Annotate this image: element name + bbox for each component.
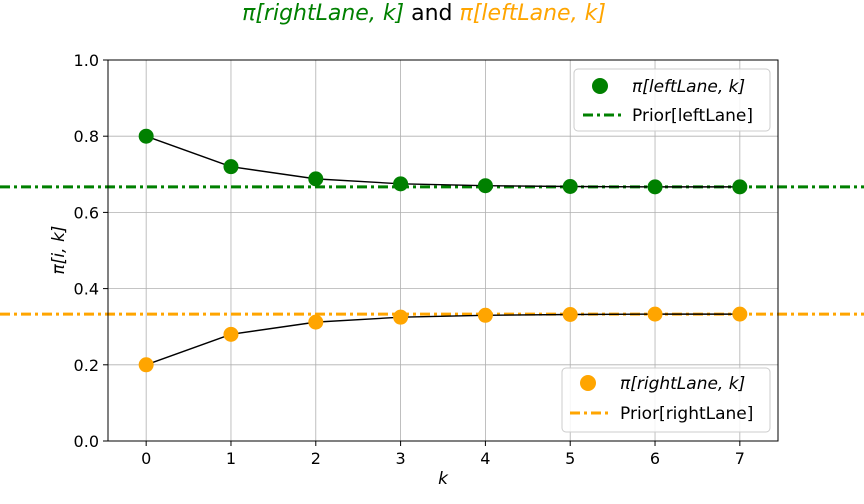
legend-marker-rightlane bbox=[580, 375, 596, 391]
data-point bbox=[477, 307, 493, 323]
legend-label-rightlane: π[rightLane, k] bbox=[620, 374, 745, 394]
data-point bbox=[308, 314, 324, 330]
data-point bbox=[308, 171, 324, 187]
data-point bbox=[477, 178, 493, 194]
data-point bbox=[732, 179, 748, 195]
data-point bbox=[223, 326, 239, 342]
x-tick-label: 7 bbox=[735, 449, 745, 468]
x-axis-ticks: 0 1 2 3 4 5 6 7 bbox=[141, 441, 745, 468]
x-tick-label: 3 bbox=[396, 449, 406, 468]
legend-marker-leftlane bbox=[592, 78, 608, 94]
series-line-0 bbox=[145, 135, 740, 188]
x-tick-label: 5 bbox=[565, 449, 575, 468]
y-tick-label: 0.8 bbox=[74, 127, 99, 146]
x-tick-label: 1 bbox=[226, 449, 236, 468]
legend-box bbox=[561, 367, 771, 433]
legend-bottom-right: π[rightLane, k] Prior[rightLane] bbox=[561, 367, 771, 433]
y-axis-ticks: 0.0 0.2 0.4 0.6 0.8 1.0 bbox=[74, 51, 108, 451]
x-tick-label: 0 bbox=[141, 449, 151, 468]
y-tick-label: 0.2 bbox=[74, 356, 99, 375]
legend-label-prior-leftlane: Prior[leftLane] bbox=[632, 106, 753, 126]
data-point bbox=[138, 128, 154, 144]
x-tick-label: 6 bbox=[650, 449, 660, 468]
chart-title: π[rightLane, k] and π[leftLane, k] bbox=[242, 1, 606, 26]
legend-box bbox=[573, 68, 771, 132]
data-point bbox=[393, 176, 409, 192]
data-point bbox=[732, 306, 748, 322]
legend-label-leftlane: π[leftLane, k] bbox=[632, 77, 745, 97]
y-tick-label: 1.0 bbox=[74, 51, 99, 70]
data-point bbox=[138, 357, 154, 373]
y-tick-label: 0.0 bbox=[74, 432, 99, 451]
data-point bbox=[647, 306, 663, 322]
x-tick-label: 4 bbox=[480, 449, 490, 468]
plot-frame bbox=[107, 59, 779, 442]
data-point bbox=[393, 309, 409, 325]
reference-lines bbox=[0, 185, 864, 316]
data-point bbox=[223, 159, 239, 175]
series-points bbox=[138, 128, 748, 373]
data-point bbox=[562, 307, 578, 323]
x-axis-label: k bbox=[438, 469, 449, 489]
y-tick-label: 0.4 bbox=[74, 280, 99, 299]
legend-label-prior-rightlane: Prior[rightLane] bbox=[620, 404, 753, 424]
legend-top-right: π[leftLane, k] Prior[leftLane] bbox=[573, 68, 771, 132]
title-part-2: and bbox=[404, 1, 459, 26]
data-point bbox=[647, 179, 663, 195]
title-part-1: π[rightLane, k] bbox=[242, 1, 404, 26]
y-tick-label: 0.6 bbox=[74, 203, 99, 222]
x-tick-label: 2 bbox=[311, 449, 321, 468]
title-part-3: π[leftLane, k] bbox=[460, 1, 606, 26]
series-line-1 bbox=[145, 313, 740, 366]
series-lines bbox=[145, 135, 740, 366]
y-axis-label: π[i, k] bbox=[49, 226, 69, 275]
data-point bbox=[562, 178, 578, 194]
